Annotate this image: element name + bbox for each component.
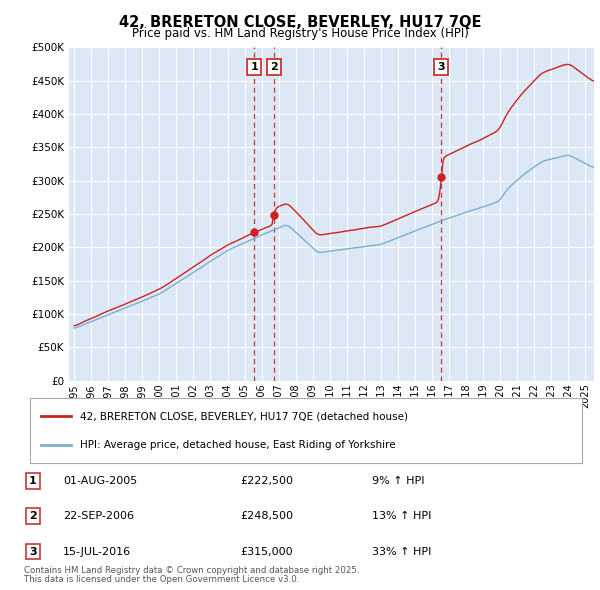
- Text: 1: 1: [29, 476, 37, 486]
- Text: 2: 2: [29, 512, 37, 521]
- Text: 42, BRERETON CLOSE, BEVERLEY, HU17 7QE: 42, BRERETON CLOSE, BEVERLEY, HU17 7QE: [119, 15, 481, 30]
- Text: Price paid vs. HM Land Registry's House Price Index (HPI): Price paid vs. HM Land Registry's House …: [131, 27, 469, 40]
- Text: This data is licensed under the Open Government Licence v3.0.: This data is licensed under the Open Gov…: [24, 575, 299, 584]
- Text: 9% ↑ HPI: 9% ↑ HPI: [372, 476, 425, 486]
- Text: 33% ↑ HPI: 33% ↑ HPI: [372, 547, 431, 556]
- Text: 15-JUL-2016: 15-JUL-2016: [63, 547, 131, 556]
- Text: 3: 3: [437, 62, 445, 72]
- Text: 1: 1: [251, 62, 259, 72]
- Text: 13% ↑ HPI: 13% ↑ HPI: [372, 512, 431, 521]
- Text: 22-SEP-2006: 22-SEP-2006: [63, 512, 134, 521]
- Text: £248,500: £248,500: [240, 512, 293, 521]
- Text: 42, BRERETON CLOSE, BEVERLEY, HU17 7QE (detached house): 42, BRERETON CLOSE, BEVERLEY, HU17 7QE (…: [80, 411, 407, 421]
- Text: £222,500: £222,500: [240, 476, 293, 486]
- Text: 3: 3: [29, 547, 37, 556]
- Text: HPI: Average price, detached house, East Riding of Yorkshire: HPI: Average price, detached house, East…: [80, 440, 395, 450]
- Text: 01-AUG-2005: 01-AUG-2005: [63, 476, 137, 486]
- Text: £315,000: £315,000: [240, 547, 293, 556]
- Text: 2: 2: [270, 62, 278, 72]
- Text: Contains HM Land Registry data © Crown copyright and database right 2025.: Contains HM Land Registry data © Crown c…: [24, 566, 359, 575]
